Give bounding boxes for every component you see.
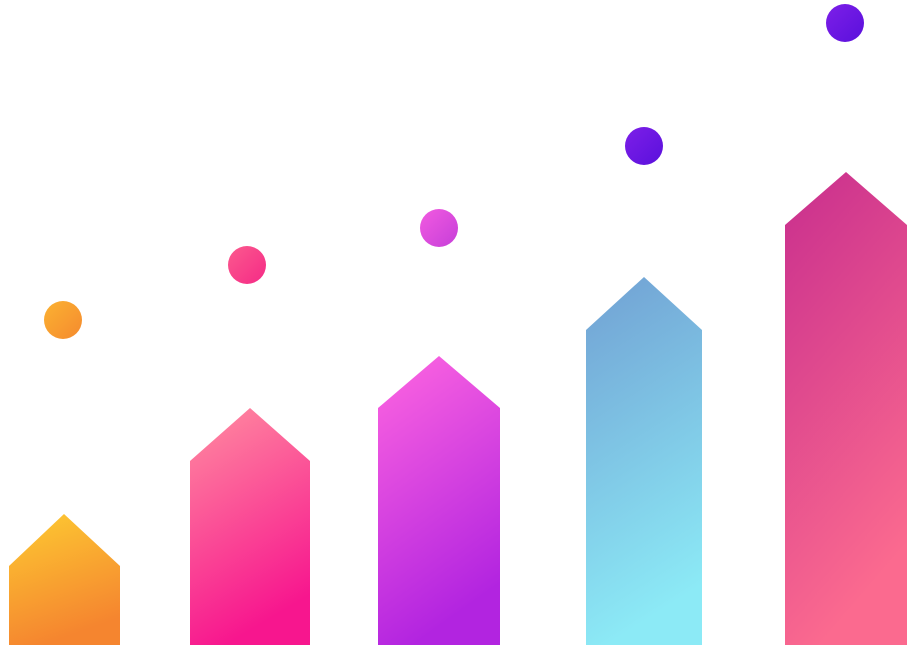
arrow	[190, 408, 310, 645]
dot	[625, 127, 663, 165]
arrow	[785, 172, 907, 645]
dot	[420, 209, 458, 247]
dot	[44, 301, 82, 339]
arrow	[378, 356, 500, 645]
dot	[228, 246, 266, 284]
dot	[826, 4, 864, 42]
arrow	[586, 277, 702, 645]
arrow	[9, 514, 120, 645]
